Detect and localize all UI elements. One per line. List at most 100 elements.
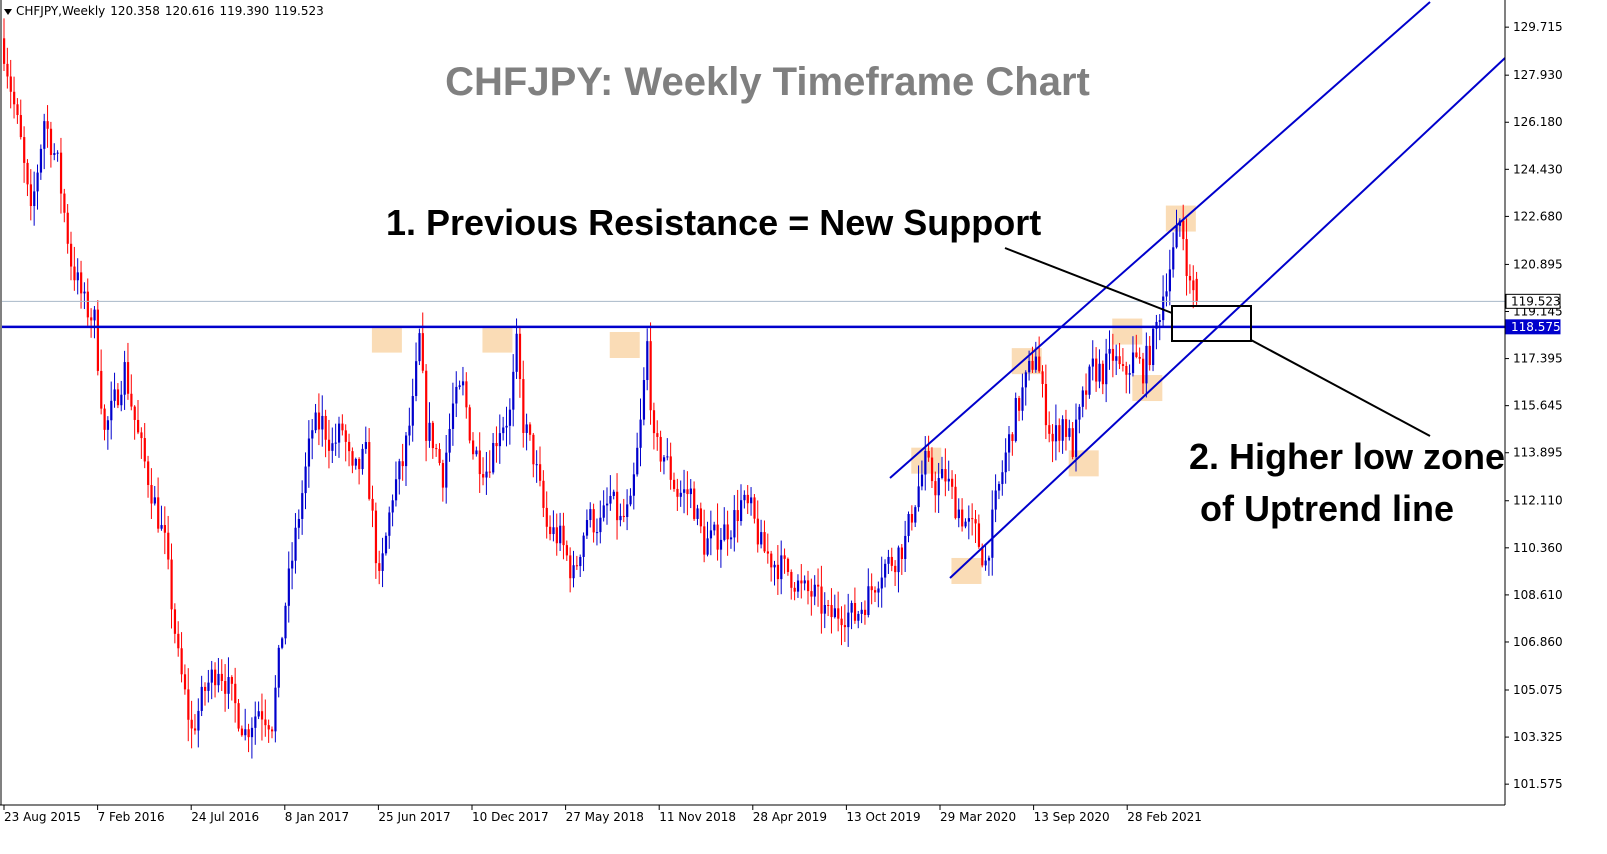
y-tick-label: 110.360 bbox=[1513, 541, 1563, 555]
candle-body bbox=[214, 669, 217, 686]
candle-body bbox=[1098, 363, 1101, 382]
candle-body bbox=[66, 212, 69, 244]
candle-body bbox=[217, 673, 220, 686]
candle-body bbox=[435, 448, 438, 450]
candle-body bbox=[200, 686, 203, 711]
candle-body bbox=[415, 361, 418, 397]
candle-body bbox=[518, 333, 522, 380]
candle-body bbox=[163, 525, 166, 533]
candle-body bbox=[63, 193, 66, 213]
highlight-zone bbox=[371, 326, 402, 353]
candle-body bbox=[267, 725, 270, 730]
candle-body bbox=[368, 442, 371, 499]
candle-body bbox=[361, 448, 364, 470]
candle-body bbox=[937, 477, 940, 496]
annotation-pointer-2 bbox=[1250, 339, 1431, 437]
candle-body bbox=[1011, 434, 1014, 441]
candle-body bbox=[140, 432, 143, 439]
y-tick-label: 113.895 bbox=[1513, 446, 1563, 460]
candle-body bbox=[528, 424, 532, 435]
candle-body bbox=[495, 442, 498, 447]
candle-body bbox=[244, 729, 247, 736]
candle-body bbox=[673, 479, 676, 489]
x-tick-label: 13 Sep 2020 bbox=[1034, 810, 1110, 824]
candle-body bbox=[1125, 365, 1128, 375]
dropdown-triangle-icon[interactable] bbox=[4, 8, 12, 15]
x-tick-label: 24 Jul 2016 bbox=[191, 810, 259, 824]
highlight-zone bbox=[609, 331, 640, 358]
candle-body bbox=[120, 394, 123, 406]
annotation-previous-resistance: 1. Previous Resistance = New Support bbox=[386, 202, 1042, 243]
candle-body bbox=[210, 669, 213, 683]
candle-body bbox=[1091, 358, 1094, 367]
candle-body bbox=[1185, 239, 1188, 276]
candle-body bbox=[378, 563, 381, 571]
candle-body bbox=[311, 430, 314, 439]
candle-body bbox=[733, 510, 736, 538]
candle-body bbox=[867, 586, 870, 615]
candle-body bbox=[997, 484, 1001, 491]
y-tick-label: 117.395 bbox=[1513, 352, 1563, 366]
candle-body bbox=[508, 409, 512, 426]
candle-body bbox=[53, 153, 56, 155]
candle-body bbox=[907, 513, 910, 536]
current-price-tag-label: 119.523 bbox=[1511, 294, 1561, 308]
candle-body bbox=[602, 505, 605, 518]
candle-body bbox=[786, 558, 790, 572]
candle-body bbox=[187, 689, 190, 720]
candle-body bbox=[626, 504, 629, 518]
candle-body bbox=[776, 564, 780, 580]
candle-body bbox=[73, 266, 76, 281]
candle-body bbox=[307, 438, 311, 467]
symbol-label: CHFJPY,Weekly bbox=[16, 4, 106, 18]
candle-body bbox=[468, 407, 471, 441]
candle-body bbox=[642, 380, 646, 420]
candle-body bbox=[116, 389, 120, 406]
candle-body bbox=[502, 427, 505, 434]
candle-body bbox=[662, 457, 666, 462]
x-tick-label: 27 May 2018 bbox=[566, 810, 644, 824]
candle-body bbox=[183, 674, 187, 690]
x-tick-label: 7 Feb 2016 bbox=[98, 810, 165, 824]
candle-body bbox=[753, 497, 756, 519]
candle-body bbox=[723, 524, 726, 540]
candle-body bbox=[488, 471, 491, 473]
candle-body bbox=[59, 152, 63, 194]
candle-body bbox=[394, 479, 398, 501]
candle-body bbox=[696, 508, 699, 519]
candle-body bbox=[947, 478, 950, 482]
candle-body bbox=[884, 563, 887, 578]
candle-body bbox=[1131, 352, 1135, 374]
x-tick-label: 8 Jan 2017 bbox=[285, 810, 349, 824]
candle-body bbox=[941, 469, 944, 478]
candle-body bbox=[291, 560, 294, 569]
candle-body bbox=[374, 510, 378, 564]
candle-body bbox=[19, 115, 22, 138]
candle-body bbox=[455, 386, 458, 404]
candle-body bbox=[49, 128, 53, 155]
candle-body bbox=[1034, 356, 1037, 370]
candle-body bbox=[1148, 345, 1151, 366]
candle-body bbox=[679, 492, 682, 497]
candle-body bbox=[9, 76, 12, 92]
candle-body bbox=[381, 553, 384, 571]
candle-body bbox=[341, 423, 344, 431]
candle-body bbox=[485, 471, 488, 478]
candle-body bbox=[505, 425, 508, 428]
candle-body bbox=[364, 442, 367, 449]
candle-body bbox=[36, 172, 39, 192]
candle-body bbox=[425, 370, 428, 441]
candle-body bbox=[39, 148, 43, 173]
candle-body bbox=[123, 362, 126, 395]
candle-body bbox=[539, 464, 542, 481]
candle-body bbox=[461, 381, 465, 386]
candle-body bbox=[666, 456, 669, 458]
candle-body bbox=[274, 687, 277, 732]
candle-body bbox=[448, 428, 451, 453]
candle-body bbox=[498, 433, 501, 447]
candle-body bbox=[26, 162, 29, 185]
candle-body bbox=[890, 556, 893, 566]
candle-body bbox=[934, 481, 937, 496]
candle-body bbox=[327, 439, 331, 451]
candle-body bbox=[944, 469, 947, 482]
